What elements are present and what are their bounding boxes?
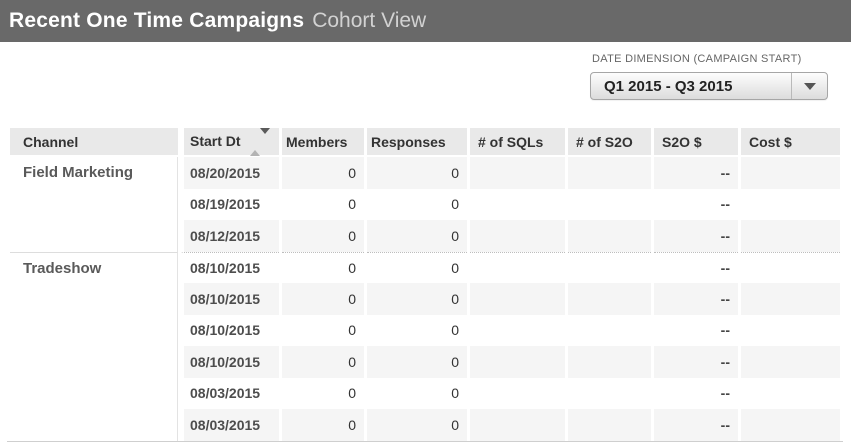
responses-cell: 0 (367, 157, 467, 189)
members-cell: 0 (282, 157, 364, 189)
table-header-row: Channel Start Dt Members Responses # of … (10, 127, 840, 157)
table-row: 08/10/2015 0 0 -- (10, 314, 840, 346)
cost-dollars-cell (741, 377, 840, 409)
responses-cell: 0 (367, 409, 467, 441)
table-row: Field Marketing 08/20/2015 0 0 -- (10, 157, 840, 252)
page-subtitle: Cohort View (312, 9, 427, 32)
num-sqls-cell (470, 251, 565, 283)
responses-cell: 0 (367, 251, 467, 283)
page-title: Recent One Time Campaigns (9, 9, 305, 32)
num-s2o-cell (568, 188, 651, 220)
num-s2o-cell (568, 283, 651, 315)
table-row: 08/10/2015 0 0 -- (10, 346, 840, 378)
num-sqls-cell (470, 377, 565, 409)
table-row: Tradeshow 08/10/2015 0 0 -- (10, 251, 840, 441)
date-range-value: Q1 2015 - Q3 2015 (604, 77, 733, 95)
s2o-dollars-cell: -- (654, 409, 738, 441)
responses-cell: 0 (367, 188, 467, 220)
chevron-down-icon (803, 82, 816, 90)
responses-cell: 0 (367, 377, 467, 409)
cost-dollars-cell (741, 188, 840, 220)
num-sqls-cell (470, 220, 565, 252)
members-cell: 0 (282, 188, 364, 220)
num-s2o-cell (568, 377, 651, 409)
num-s2o-cell (568, 251, 651, 283)
cost-dollars-cell (741, 346, 840, 378)
column-header-num-sqls[interactable]: # of SQLs (470, 128, 565, 157)
members-cell: 0 (282, 283, 364, 315)
s2o-dollars-cell: -- (654, 314, 738, 346)
column-header-start-dt[interactable]: Start Dt (181, 127, 279, 157)
start-dt-cell: 08/20/2015 (181, 157, 279, 189)
start-dt-cell: 08/19/2015 (181, 188, 279, 220)
num-s2o-cell (568, 346, 651, 378)
table-row: 08/10/2015 0 0 -- (10, 283, 840, 315)
channel-group-label: Field Marketing (10, 157, 178, 252)
table-row: 08/12/2015 0 0 -- (10, 220, 840, 252)
date-dimension-label: DATE DIMENSION (CAMPAIGN START) (592, 53, 802, 65)
cost-dollars-cell (741, 251, 840, 283)
num-sqls-cell (470, 409, 565, 441)
num-s2o-cell (568, 314, 651, 346)
s2o-dollars-cell: -- (654, 283, 738, 315)
cost-dollars-cell (741, 157, 840, 189)
members-cell: 0 (282, 251, 364, 283)
column-header-members[interactable]: Members (282, 128, 364, 157)
num-sqls-cell (470, 346, 565, 378)
cost-dollars-cell (741, 283, 840, 315)
num-s2o-cell (568, 409, 651, 441)
responses-cell: 0 (367, 346, 467, 378)
date-dimension-control: DATE DIMENSION (CAMPAIGN START) Q1 2015 … (590, 53, 828, 100)
column-header-start-dt-label: Start Dt (190, 133, 241, 150)
start-dt-cell: 08/10/2015 (181, 283, 279, 315)
start-dt-cell: 08/12/2015 (181, 220, 279, 252)
members-cell: 0 (282, 346, 364, 378)
s2o-dollars-cell: -- (654, 157, 738, 189)
column-header-num-s2o[interactable]: # of S2O (568, 128, 651, 157)
members-cell: 0 (282, 220, 364, 252)
s2o-dollars-cell: -- (654, 377, 738, 409)
num-sqls-cell (470, 188, 565, 220)
members-cell: 0 (282, 377, 364, 409)
title-bar: Recent One Time Campaigns Cohort View (0, 0, 851, 42)
members-cell: 0 (282, 409, 364, 441)
members-cell: 0 (282, 314, 364, 346)
column-header-s2o-dollars[interactable]: S2O $ (654, 128, 738, 157)
table-row: 08/19/2015 0 0 -- (10, 188, 840, 220)
channel-group-label: Tradeshow (10, 251, 178, 441)
cost-dollars-cell (741, 409, 840, 441)
column-header-cost-dollars[interactable]: Cost $ (741, 128, 840, 157)
start-dt-cell: 08/10/2015 (181, 346, 279, 378)
s2o-dollars-cell: -- (654, 188, 738, 220)
column-header-responses[interactable]: Responses (367, 128, 467, 157)
num-sqls-cell (470, 157, 565, 189)
start-dt-cell: 08/03/2015 (181, 409, 279, 441)
responses-cell: 0 (367, 220, 467, 252)
campaign-cohort-table: Channel Start Dt Members Responses # of … (7, 127, 843, 442)
cost-dollars-cell (741, 314, 840, 346)
date-range-dropdown[interactable]: Q1 2015 - Q3 2015 (590, 72, 828, 100)
table-row: 08/03/2015 0 0 -- (10, 377, 840, 409)
s2o-dollars-cell: -- (654, 251, 738, 283)
num-sqls-cell (470, 283, 565, 315)
responses-cell: 0 (367, 283, 467, 315)
start-dt-cell: 08/10/2015 (181, 314, 279, 346)
num-s2o-cell (568, 220, 651, 252)
cost-dollars-cell (741, 220, 840, 252)
dropdown-arrow-zone[interactable] (791, 73, 827, 99)
column-header-channel[interactable]: Channel (10, 128, 178, 157)
start-dt-cell: 08/10/2015 (181, 251, 279, 283)
s2o-dollars-cell: -- (654, 346, 738, 378)
sort-arrows-icon[interactable] (249, 127, 270, 156)
num-sqls-cell (470, 314, 565, 346)
responses-cell: 0 (367, 314, 467, 346)
table-row: 08/03/2015 0 0 -- (10, 409, 840, 441)
s2o-dollars-cell: -- (654, 220, 738, 252)
start-dt-cell: 08/03/2015 (181, 377, 279, 409)
num-s2o-cell (568, 157, 651, 189)
